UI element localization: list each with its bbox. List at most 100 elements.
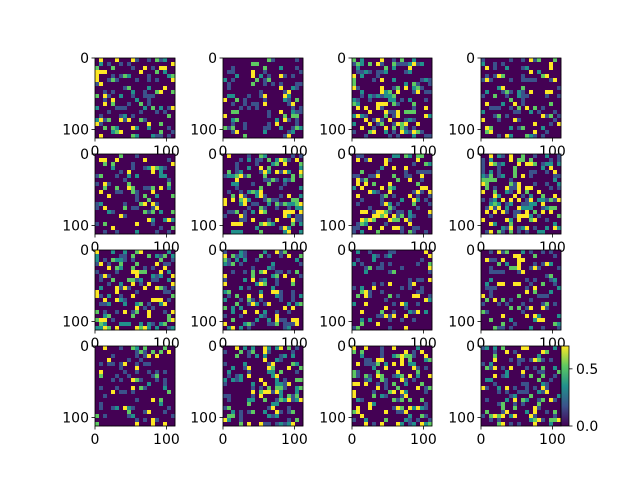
heatmap-cell <box>541 278 545 282</box>
heatmap-cell <box>489 62 493 66</box>
heatmap-cell <box>541 318 545 322</box>
heatmap-cell <box>360 262 364 266</box>
heatmap-cell <box>408 226 412 230</box>
heatmap-cell <box>392 90 396 94</box>
heatmap-cell <box>111 166 115 170</box>
heatmap-cell <box>497 314 501 318</box>
heatmap-cell <box>275 154 279 158</box>
heatmap-cell <box>509 298 513 302</box>
heatmap-cell <box>549 130 553 134</box>
heatmap-cell <box>529 258 533 262</box>
heatmap-cell <box>376 290 380 294</box>
heatmap-cell <box>223 286 227 290</box>
heatmap-cell <box>372 194 376 198</box>
heatmap-cell <box>275 114 279 118</box>
heatmap-cell <box>227 182 231 186</box>
heatmap-cell <box>376 302 380 306</box>
heatmap-cell <box>231 118 235 122</box>
heatmap-cell <box>235 298 239 302</box>
heatmap-cell <box>420 182 424 186</box>
heatmap-cell <box>263 174 267 178</box>
heatmap-cell <box>364 154 368 158</box>
heatmap-cell <box>127 130 131 134</box>
heatmap-cell <box>259 294 263 298</box>
heatmap-cell <box>115 226 119 230</box>
heatmap-cell <box>364 290 368 294</box>
heatmap-cell <box>537 154 541 158</box>
heatmap-cell <box>119 74 123 78</box>
heatmap-cell <box>111 126 115 130</box>
heatmap-cell <box>155 102 159 106</box>
heatmap-cell <box>239 122 243 126</box>
heatmap-cell <box>392 194 396 198</box>
heatmap-cell <box>360 202 364 206</box>
heatmap-cell <box>408 290 412 294</box>
heatmap-cell <box>135 266 139 270</box>
heatmap-cell <box>537 118 541 122</box>
heatmap-cell <box>99 274 103 278</box>
heatmap-cell <box>247 278 251 282</box>
heatmap-cell <box>541 90 545 94</box>
heatmap-cell <box>251 78 255 82</box>
heatmap-cell <box>167 90 171 94</box>
heatmap-cell <box>235 202 239 206</box>
heatmap-cell <box>549 250 553 254</box>
heatmap-cell <box>545 130 549 134</box>
heatmap-cell <box>545 282 549 286</box>
heatmap-cell <box>139 154 143 158</box>
heatmap-cell <box>412 290 416 294</box>
heatmap-cell <box>388 314 392 318</box>
heatmap-cell <box>485 286 489 290</box>
heatmap-cell <box>505 174 509 178</box>
heatmap-cell <box>412 262 416 266</box>
heatmap-cell <box>275 174 279 178</box>
heatmap-cell <box>99 186 103 190</box>
heatmap-cell <box>525 66 529 70</box>
heatmap-cell <box>163 274 167 278</box>
heatmap-cell <box>107 254 111 258</box>
heatmap-cell <box>95 294 99 298</box>
heatmap-cell <box>151 98 155 102</box>
heatmap-cell <box>356 118 360 122</box>
heatmap-cell <box>251 298 255 302</box>
heatmap-cell <box>295 198 299 202</box>
heatmap-cell <box>517 218 521 222</box>
heatmap-cell <box>267 198 271 202</box>
heatmap-cell <box>227 198 231 202</box>
heatmap-cell <box>412 310 416 314</box>
heatmap-cell <box>549 110 553 114</box>
heatmap-cell <box>115 302 119 306</box>
heatmap-cell <box>135 294 139 298</box>
heatmap-cell <box>553 298 557 302</box>
heatmap-cell <box>239 298 243 302</box>
heatmap-cell <box>485 266 489 270</box>
heatmap-cell <box>360 214 364 218</box>
heatmap-cell <box>356 94 360 98</box>
heatmap-cell <box>139 114 143 118</box>
heatmap-cell <box>489 214 493 218</box>
heatmap-cell <box>123 126 127 130</box>
heatmap-cell <box>529 66 533 70</box>
heatmap-cell <box>155 322 159 326</box>
heatmap-cell <box>553 126 557 130</box>
heatmap-cell <box>485 182 489 186</box>
heatmap-cell <box>143 218 147 222</box>
y-tick-label: 0 <box>337 51 346 67</box>
heatmap-cell <box>279 266 283 270</box>
heatmap-cell <box>352 94 356 98</box>
heatmap-cell <box>263 226 267 230</box>
heatmap-cell <box>553 190 557 194</box>
heatmap-cell <box>103 322 107 326</box>
heatmap-cell <box>147 162 151 166</box>
heatmap-cell <box>271 226 275 230</box>
heatmap-cell <box>287 322 291 326</box>
heatmap-cell <box>356 290 360 294</box>
heatmap-cell <box>364 62 368 66</box>
heatmap-cell <box>135 66 139 70</box>
heatmap-cell <box>489 58 493 62</box>
heatmap-cell <box>155 214 159 218</box>
heatmap-cell <box>243 126 247 130</box>
heatmap-cell <box>404 186 408 190</box>
heatmap-cell <box>147 274 151 278</box>
heatmap-cell <box>408 122 412 126</box>
